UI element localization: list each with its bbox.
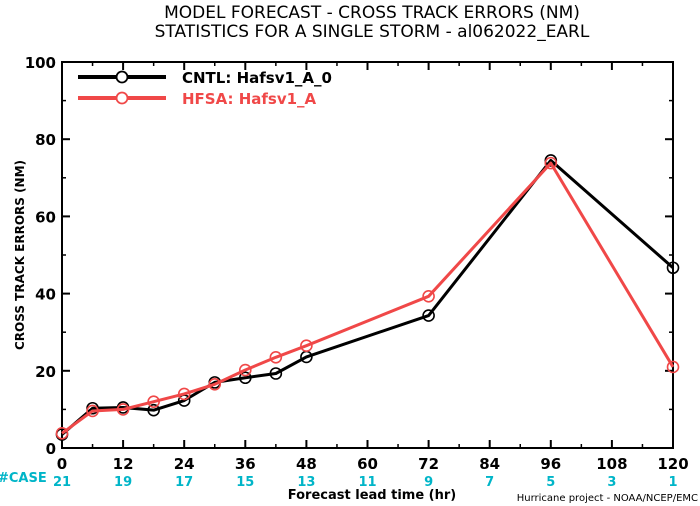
case-count: 15 — [236, 475, 254, 490]
case-count: 5 — [546, 475, 555, 490]
x-axis-label: Forecast lead time (hr) — [288, 488, 456, 503]
series-point-1 — [300, 339, 313, 353]
series-point-0 — [239, 371, 252, 385]
y-tick-label: 100 — [25, 54, 56, 72]
y-axis-label: CROSS TRACK ERRORS (NM) — [13, 160, 27, 350]
case-count: 17 — [175, 475, 193, 490]
case-count: 1 — [668, 475, 677, 490]
series-point-1 — [116, 403, 130, 416]
series-point-1 — [269, 350, 283, 364]
series-point-0 — [422, 309, 435, 322]
x-tick-label: 12 — [113, 455, 134, 473]
series-point-0 — [147, 403, 160, 417]
y-tick-label: 20 — [35, 363, 56, 381]
series-point-1 — [666, 360, 680, 374]
x-tick-label: 36 — [235, 455, 256, 473]
y-tick-label: 60 — [35, 208, 56, 226]
case-count: 11 — [358, 475, 376, 490]
series-line-0 — [61, 158, 674, 436]
series-line-1 — [61, 161, 675, 435]
credit-text: Hurricane project - NOAA/NCEP/EMC — [517, 493, 698, 504]
case-count: 7 — [485, 475, 494, 490]
series-point-0 — [269, 367, 283, 380]
x-tick-label: 60 — [357, 455, 378, 473]
series-point-1 — [55, 427, 69, 440]
x-tick-label: 120 — [657, 455, 688, 473]
x-tick-label: 108 — [596, 455, 627, 473]
y-tick-label: 80 — [35, 131, 56, 149]
x-tick-label: 0 — [57, 455, 67, 473]
series-point-1 — [147, 395, 160, 408]
plot-area: 0204060801000211219241736154813601172984… — [25, 54, 689, 490]
legend-label-0: CNTL: Hafsv1_A_0 — [182, 69, 332, 87]
case-label: #CASE — [0, 471, 47, 486]
x-tick-label: 72 — [418, 455, 439, 473]
case-count: 3 — [607, 475, 616, 490]
legend-label-1: HFSA: Hafsv1_A — [182, 90, 317, 108]
series-point-1 — [239, 363, 252, 377]
x-tick-label: 96 — [540, 455, 561, 473]
series-point-1 — [177, 387, 191, 401]
series-point-1 — [208, 378, 222, 391]
legend-marker-1 — [115, 91, 129, 105]
case-count: 21 — [53, 475, 71, 490]
series-point-1 — [544, 156, 558, 170]
x-tick-label: 48 — [296, 455, 317, 473]
y-tick-label: 0 — [46, 440, 56, 458]
chart-title: MODEL FORECAST - CROSS TRACK ERRORS (NM) — [164, 3, 580, 23]
case-count: 9 — [424, 475, 433, 490]
case-count: 13 — [297, 475, 315, 490]
legend-marker-0 — [115, 70, 129, 84]
x-tick-label: 24 — [174, 455, 195, 473]
plot-frame — [61, 61, 674, 449]
x-tick-label: 84 — [479, 455, 500, 473]
case-count: 19 — [114, 475, 132, 490]
series-point-1 — [422, 290, 435, 303]
chart-subtitle: STATISTICS FOR A SINGLE STORM - al062022… — [155, 22, 590, 42]
series-point-1 — [86, 404, 99, 418]
y-tick-label: 40 — [35, 286, 56, 304]
series-point-0 — [666, 261, 680, 275]
